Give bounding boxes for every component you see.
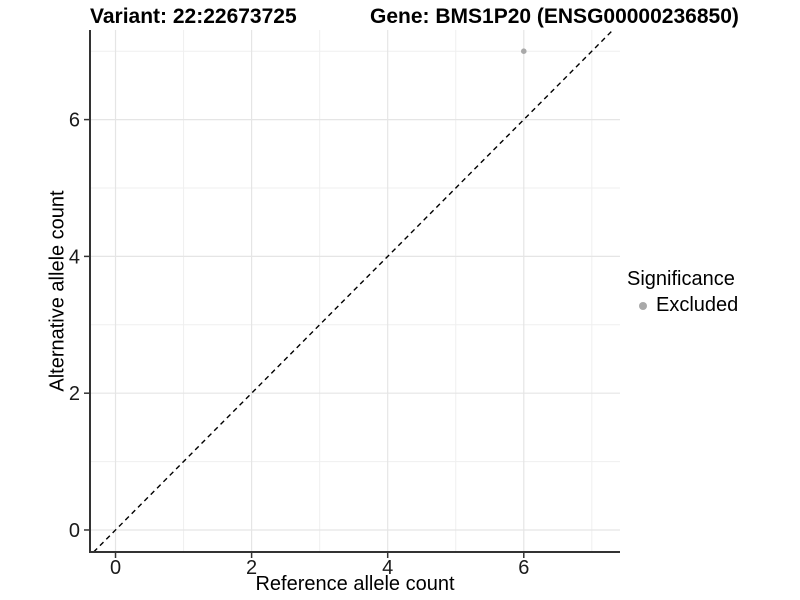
x-tick-label: 6 bbox=[518, 557, 529, 579]
legend-entry-label: Excluded bbox=[656, 294, 739, 316]
y-tick-label: 2 bbox=[69, 383, 80, 405]
x-tick-label: 4 bbox=[382, 557, 393, 579]
legend-key bbox=[630, 294, 656, 317]
legend: Significance Excluded bbox=[627, 268, 738, 317]
legend-entry-excluded: Excluded bbox=[627, 294, 738, 317]
y-tick-label: 4 bbox=[69, 246, 80, 268]
excluded-point-icon bbox=[639, 301, 647, 310]
y-tick-label: 0 bbox=[69, 520, 80, 542]
identity-line bbox=[93, 29, 614, 553]
y-axis-title: Alternative allele count bbox=[46, 190, 69, 392]
data-point bbox=[520, 48, 527, 55]
x-tick-label: 0 bbox=[110, 557, 121, 579]
x-tick-label: 2 bbox=[246, 557, 257, 579]
legend-title: Significance bbox=[627, 268, 735, 290]
variant-title: Variant: 22:22673725 bbox=[90, 5, 297, 28]
y-tick-label: 6 bbox=[69, 110, 80, 132]
x-axis-title: Reference allele count bbox=[255, 573, 455, 595]
gene-title: Gene: BMS1P20 (ENSG00000236850) bbox=[370, 5, 739, 28]
